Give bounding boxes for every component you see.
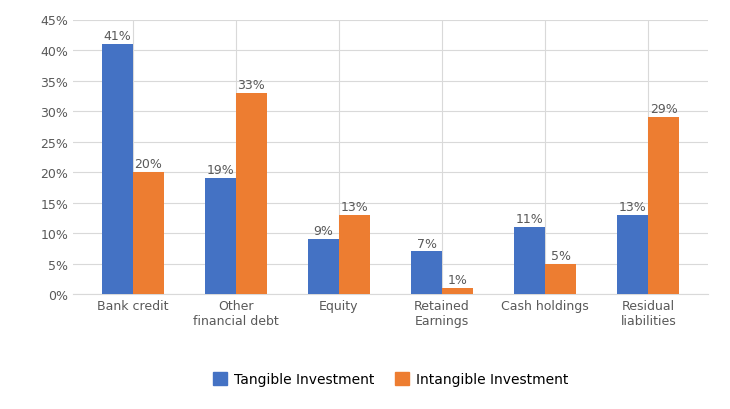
Text: 5%: 5% [550, 249, 571, 262]
Text: 13%: 13% [341, 200, 369, 213]
Text: 29%: 29% [650, 103, 677, 116]
Text: 41%: 41% [104, 30, 131, 43]
Text: 11%: 11% [516, 213, 544, 226]
Bar [618, 215, 648, 294]
Bar [648, 118, 679, 294]
Bar [133, 173, 164, 294]
Bar [205, 179, 236, 294]
Bar [236, 94, 267, 294]
Text: 9%: 9% [314, 225, 334, 238]
Bar [514, 227, 545, 294]
Text: 7%: 7% [417, 237, 437, 250]
Bar [442, 288, 473, 294]
Bar [339, 215, 370, 294]
Bar [102, 45, 133, 294]
Text: 20%: 20% [134, 158, 162, 171]
Text: 13%: 13% [619, 200, 647, 213]
Bar [411, 252, 442, 294]
Bar [308, 240, 339, 294]
Text: 1%: 1% [447, 274, 467, 287]
Text: 33%: 33% [237, 79, 265, 92]
Legend: Tangible Investment, Intangible Investment: Tangible Investment, Intangible Investme… [207, 366, 574, 392]
Text: 19%: 19% [207, 164, 234, 177]
Bar [545, 264, 576, 294]
